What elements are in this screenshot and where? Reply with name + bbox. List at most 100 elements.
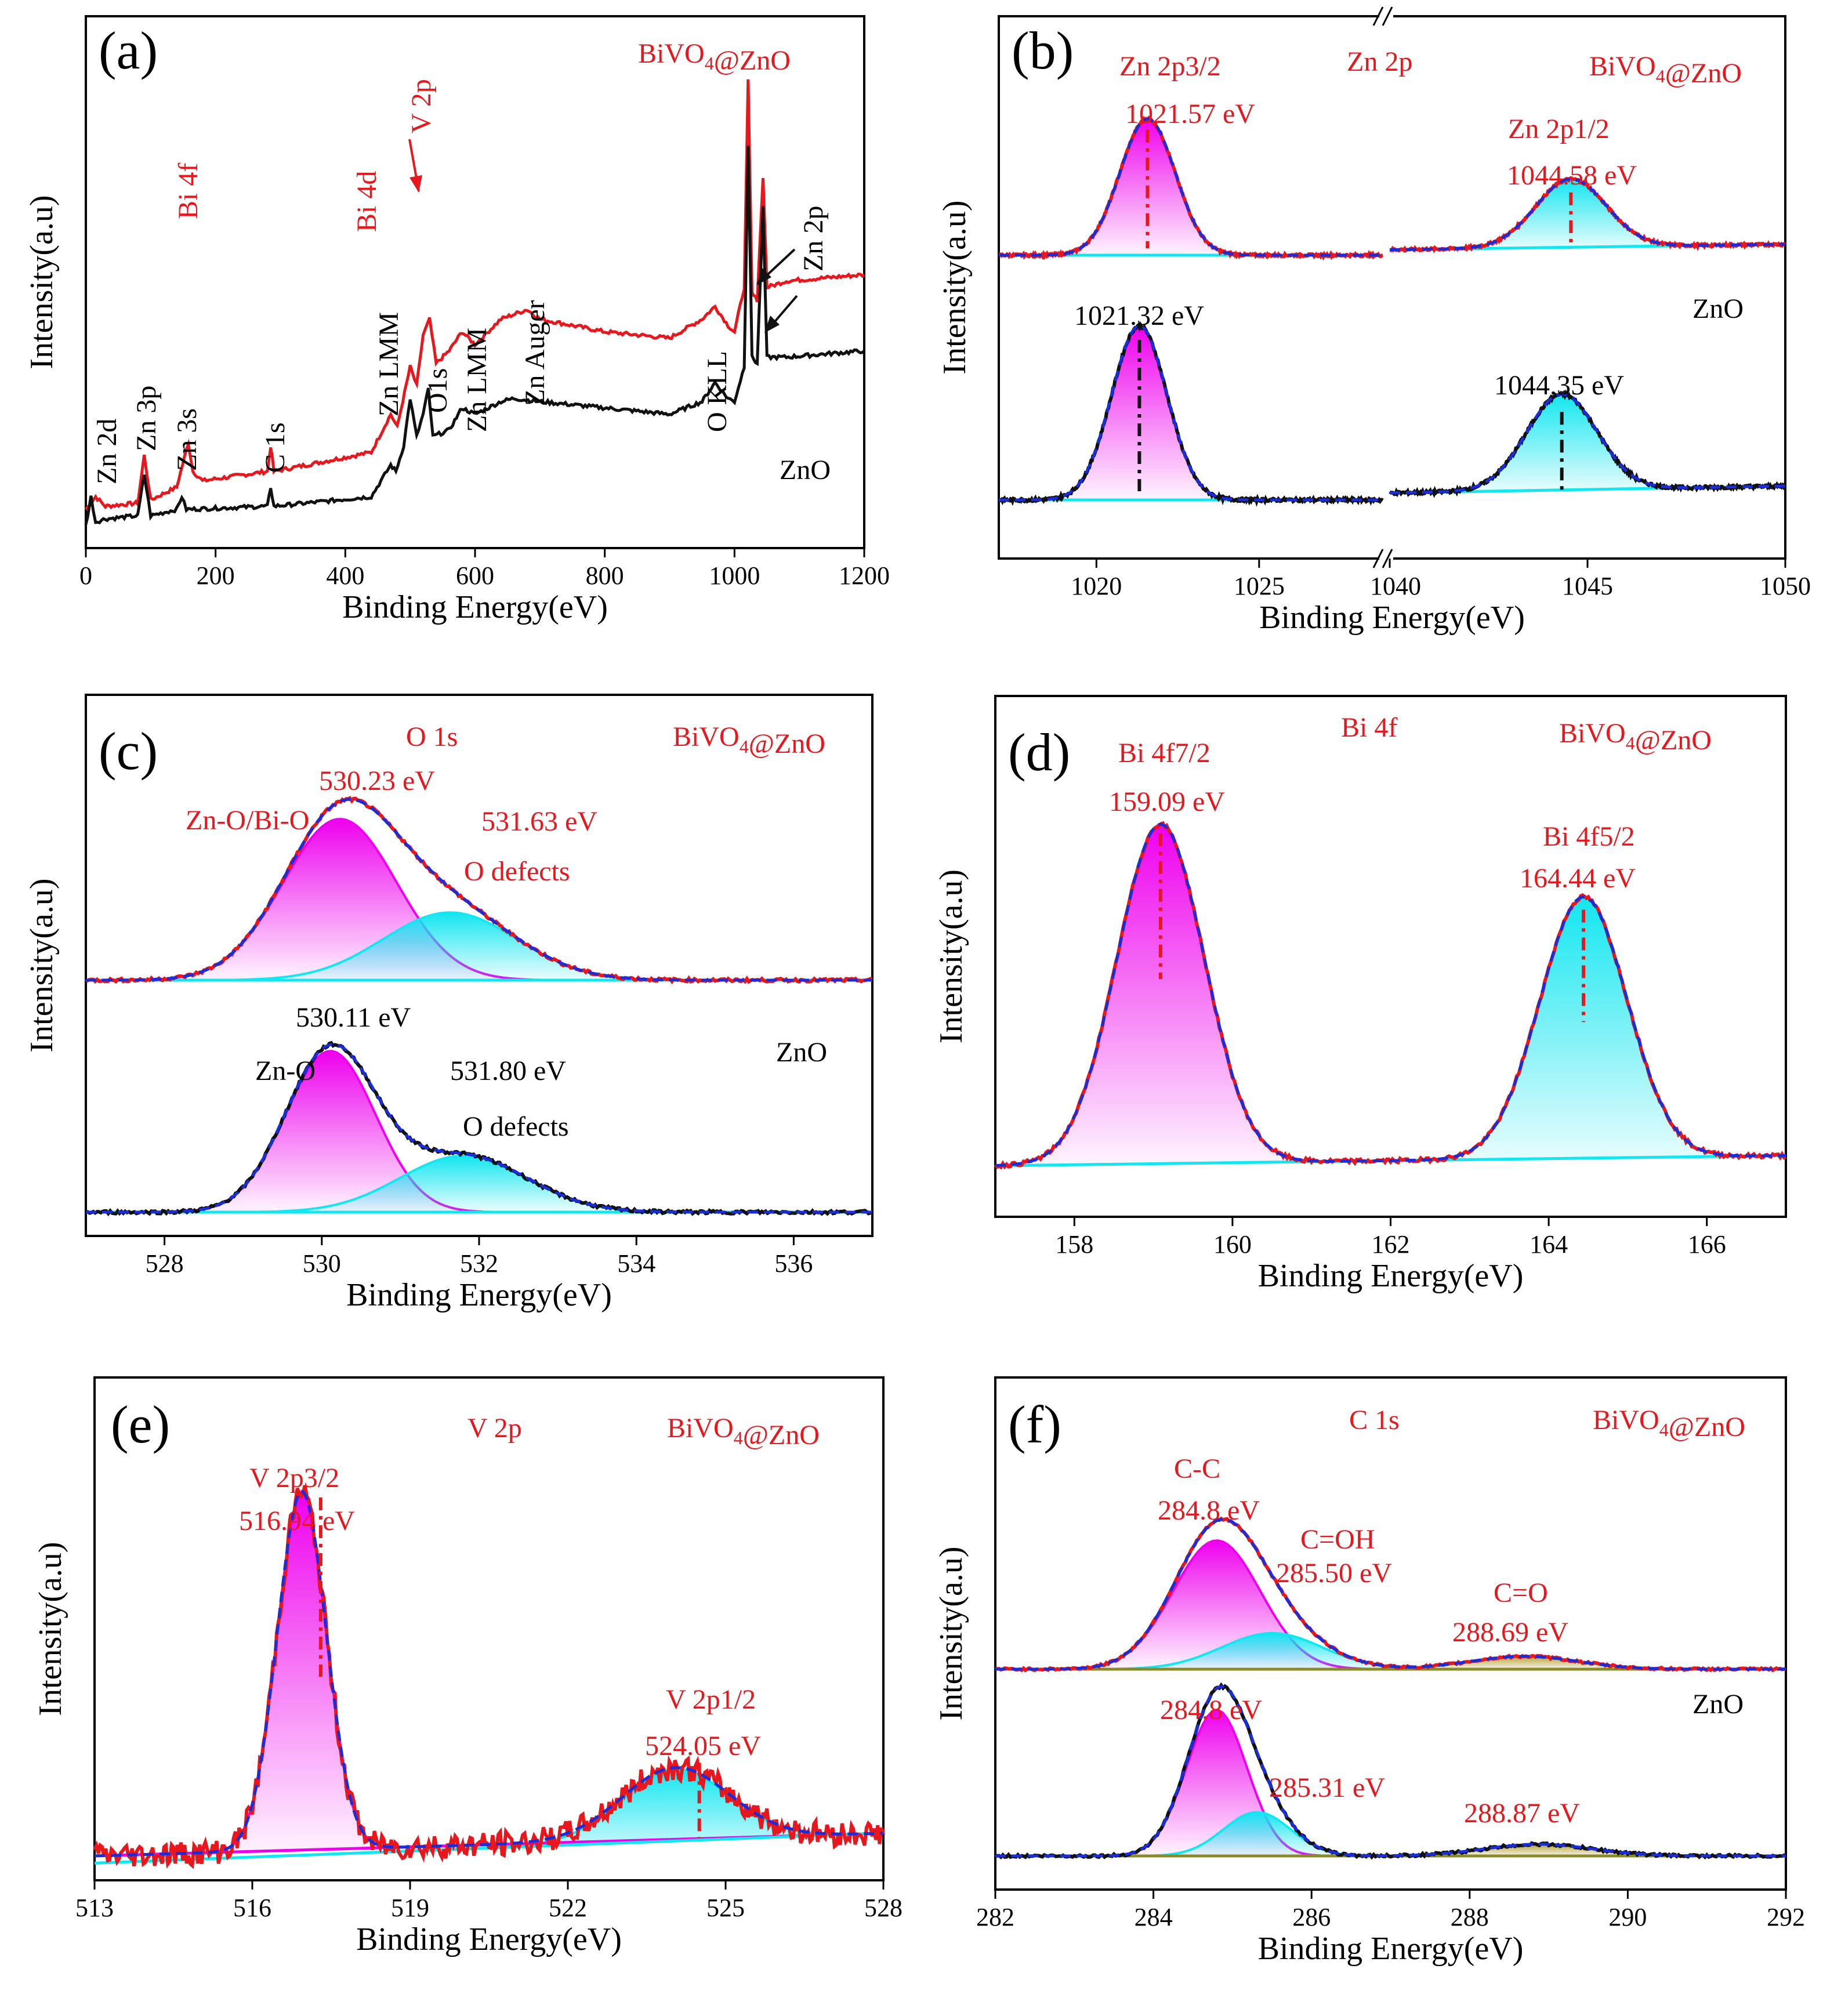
annotation-159-09: 159.09 eV	[1109, 786, 1225, 817]
annotation-bi4f-title: Bi 4f	[1341, 712, 1397, 743]
y-axis-label-e: Intensity(a.u)	[32, 1542, 68, 1716]
annotation-bi4f: Bi 4f	[173, 163, 204, 219]
x-tick-label-a: 1200	[839, 561, 890, 590]
annotation-531-63: 531.63 eV	[481, 806, 597, 837]
y-axis-label-d: Intensity(a.u)	[933, 869, 969, 1043]
x-tick-label-c: 534	[617, 1249, 655, 1278]
o1s-lattice-1-fill	[86, 1051, 872, 1212]
o1s-spectrum-1-fit	[86, 1043, 872, 1214]
v2p-spectrum-raw	[93, 1485, 885, 1869]
annotation-bivo4-zno-d: BiVO4@ZnO	[1559, 718, 1712, 756]
zn2p-spectrum-0-0-raw	[998, 115, 1383, 261]
x-tick-label-e: 516	[233, 1894, 271, 1922]
annotation-288-69: 288.69 eV	[1452, 1617, 1568, 1648]
zn2p-component-1-0-fill	[999, 326, 1380, 500]
annotation-524-05: 524.05 eV	[645, 1731, 761, 1761]
x-tick-label-f: 290	[1608, 1903, 1647, 1931]
x-tick-label-a: 0	[79, 561, 92, 590]
annotation-1021-32: 1021.32 eV	[1074, 300, 1204, 331]
break-mark	[1372, 6, 1384, 26]
annotation-c-oh: C=OH	[1300, 1524, 1375, 1555]
x-tick-label-b: 1025	[1234, 572, 1285, 600]
annotation-bi4f72: Bi 4f7/2	[1118, 738, 1210, 768]
x-tick-label-e: 525	[706, 1894, 745, 1922]
c1s-co-1-fill	[995, 1844, 1786, 1856]
annotation-1044-35: 1044.35 eV	[1494, 370, 1624, 401]
o1s-lattice-0-fill	[86, 819, 872, 980]
x-axis-label-e: Binding Energy(eV)	[356, 1921, 622, 1957]
annotation-530-23: 530.23 eV	[319, 766, 435, 796]
series-line-BiVO4@ZnO	[84, 79, 865, 510]
annotation-zn-o-bi-o: Zn-O/Bi-O	[186, 805, 309, 836]
x-tick-label-f: 284	[1135, 1903, 1173, 1931]
panel-label-d: (d)	[1008, 723, 1070, 782]
x-tick-label-d: 164	[1530, 1230, 1568, 1259]
bi4f-spectrum-fit	[995, 822, 1786, 1167]
panel-c: 528 530 532 534 536 Binding Energy(eV) Intensi…	[24, 694, 874, 1313]
annotation-zn2p12: Zn 2p1/2	[1508, 114, 1610, 144]
annotation-zn-auger: Zn Auger	[520, 300, 550, 406]
x-tick-label-c: 536	[774, 1249, 813, 1278]
v2p32-component-fill	[95, 1491, 883, 1856]
x-tick-label-f: 288	[1451, 1903, 1489, 1931]
series-line-ZnO	[84, 146, 865, 525]
x-tick-label-b: 1020	[1071, 572, 1122, 600]
zn2p-spectrum-1-1-fit	[1390, 393, 1785, 495]
x-tick-label-d: 162	[1372, 1230, 1410, 1259]
panel-a: 0 200 400 600 800 1000 1200 Binding Energy(eV) I…	[24, 15, 890, 625]
c1s-spectrum-1-raw	[995, 1682, 1786, 1860]
x-tick-label-d: 166	[1688, 1230, 1726, 1259]
x-tick-label-e: 522	[549, 1894, 587, 1922]
x-axis-label-c: Binding Energy(eV)	[346, 1277, 612, 1313]
annotation-v2p32: V 2p3/2	[249, 1463, 339, 1493]
axis-break-gap	[1379, 14, 1393, 561]
annotation-zno-b: ZnO	[1692, 293, 1744, 324]
annotation-bivo4-zno-c: BiVO4@ZnO	[673, 721, 825, 759]
bi4f52-component-fill	[995, 897, 1786, 1166]
c1s-cc-1-line	[995, 1708, 1786, 1857]
x-tick-label-a: 1000	[709, 561, 760, 590]
x-tick-label-e: 519	[391, 1894, 429, 1922]
zn2p-component-0-1-fill	[1390, 179, 1785, 250]
x-tick-label-d: 158	[1055, 1230, 1093, 1259]
x-axis-label-f: Binding Energy(eV)	[1258, 1931, 1524, 1967]
annotation-o1s: O1s	[422, 368, 453, 413]
annotation-288-87: 288.87 eV	[1464, 1798, 1580, 1829]
annotation-c-c: C-C	[1174, 1453, 1220, 1484]
annotation-v2p-title: V 2p	[467, 1413, 522, 1444]
annotation-c1s: C 1s	[260, 422, 291, 473]
x-tick-label-f: 282	[976, 1903, 1014, 1931]
x-tick-label-b: 1045	[1562, 572, 1613, 600]
annotation-zn-o: Zn-O	[255, 1056, 316, 1086]
x-axis-label-d: Binding Energy(eV)	[1258, 1258, 1524, 1294]
annotation-zno-c: ZnO	[776, 1037, 827, 1068]
annotation-zn2p-title: Zn 2p	[1347, 46, 1412, 77]
o1s-defect-0-fill	[86, 912, 872, 980]
annotation-o-kll: O KLL	[702, 351, 733, 432]
arrow-head-zn2p-2	[764, 316, 780, 333]
x-tick-label-c: 532	[460, 1249, 498, 1278]
annotation-284-8-b: 284.8 eV	[1160, 1695, 1262, 1725]
axes-frame-e	[93, 1376, 885, 1881]
panel-label-a: (a)	[99, 21, 158, 80]
annotation-284-8-a: 284.8 eV	[1158, 1495, 1260, 1526]
annotation-516-94: 516.94 eV	[239, 1506, 355, 1536]
c1s-spectrum-0-fit	[995, 1518, 1786, 1671]
annotation-v2p: V 2p	[406, 79, 437, 133]
o1s-defect-1-fill	[86, 1155, 872, 1212]
annotation-164-44: 164.44 eV	[1520, 863, 1636, 894]
annotation-o1s-title: O 1s	[406, 721, 458, 752]
annotation-1021-57: 1021.57 eV	[1125, 99, 1255, 129]
x-tick-label-b: 1050	[1760, 572, 1811, 600]
axes-frame-f	[994, 1376, 1787, 1891]
x-axis-label-b: Binding Energy(eV)	[1259, 600, 1525, 636]
c1s-spectrum-1-fit	[995, 1685, 1786, 1858]
x-tick-label-a: 400	[326, 561, 364, 590]
panel-label-f: (f)	[1008, 1395, 1061, 1454]
c1s-co-0-fill	[995, 1656, 1786, 1669]
annotation-c1s-title: C 1s	[1349, 1405, 1400, 1435]
break-mark	[1372, 549, 1384, 568]
annotation-zn2d: Zn 2d	[92, 419, 122, 484]
panel-d: 158 160 162 164 166 Binding Energy(eV) Intensi…	[933, 695, 1787, 1294]
